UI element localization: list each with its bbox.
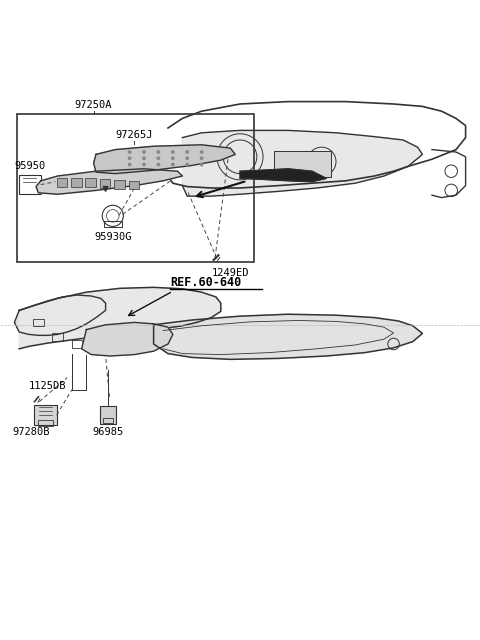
FancyBboxPatch shape xyxy=(71,178,82,187)
Text: REF.60-640: REF.60-640 xyxy=(170,276,241,289)
Polygon shape xyxy=(182,131,422,196)
Text: 1249ED: 1249ED xyxy=(212,268,249,278)
Text: 97265J: 97265J xyxy=(116,130,153,140)
Text: 95930G: 95930G xyxy=(94,232,132,242)
Polygon shape xyxy=(36,169,182,195)
Text: 97250A: 97250A xyxy=(75,100,112,110)
Circle shape xyxy=(171,156,175,160)
Circle shape xyxy=(156,150,160,154)
Circle shape xyxy=(185,150,189,154)
Circle shape xyxy=(128,156,132,160)
FancyBboxPatch shape xyxy=(274,150,331,177)
Circle shape xyxy=(142,156,146,160)
Polygon shape xyxy=(154,314,422,360)
FancyBboxPatch shape xyxy=(100,179,110,188)
Polygon shape xyxy=(103,187,108,191)
Polygon shape xyxy=(14,295,106,335)
FancyBboxPatch shape xyxy=(100,406,116,424)
Text: 96985: 96985 xyxy=(92,426,124,436)
Circle shape xyxy=(128,150,132,154)
Circle shape xyxy=(200,150,204,154)
Circle shape xyxy=(156,156,160,160)
FancyBboxPatch shape xyxy=(114,180,125,189)
Circle shape xyxy=(142,150,146,154)
Circle shape xyxy=(185,163,189,166)
Polygon shape xyxy=(19,287,221,349)
FancyBboxPatch shape xyxy=(57,178,67,187)
Polygon shape xyxy=(82,323,173,356)
Text: 97280B: 97280B xyxy=(12,426,50,436)
Circle shape xyxy=(185,156,189,160)
Circle shape xyxy=(200,156,204,160)
Text: 95950: 95950 xyxy=(14,161,46,171)
Text: 1125DB: 1125DB xyxy=(28,381,66,391)
FancyBboxPatch shape xyxy=(34,405,57,425)
Circle shape xyxy=(171,163,175,166)
Circle shape xyxy=(171,150,175,154)
Circle shape xyxy=(142,163,146,166)
Circle shape xyxy=(156,163,160,166)
Polygon shape xyxy=(240,169,326,182)
Circle shape xyxy=(200,163,204,166)
Polygon shape xyxy=(94,145,235,173)
FancyBboxPatch shape xyxy=(129,180,139,189)
FancyBboxPatch shape xyxy=(85,178,96,187)
Circle shape xyxy=(128,163,132,166)
